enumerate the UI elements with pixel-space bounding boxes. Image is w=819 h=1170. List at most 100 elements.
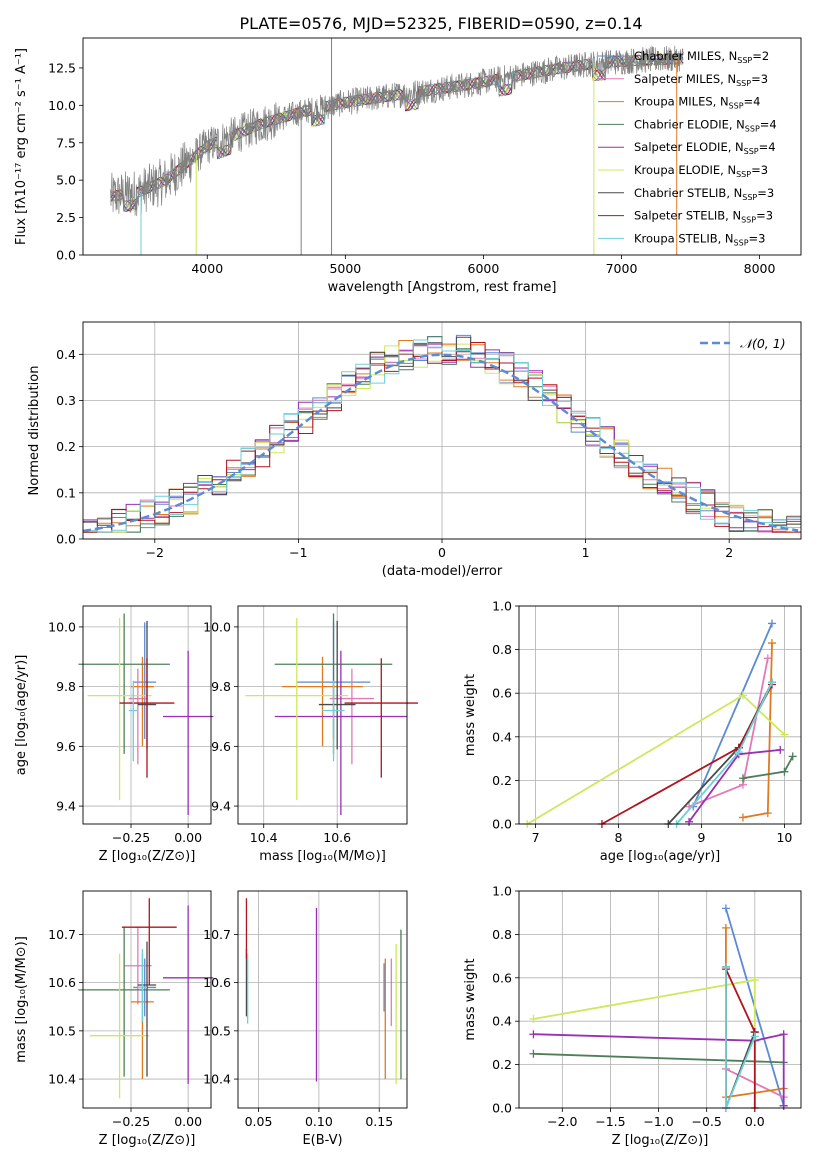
weight-line-chabrier_elodie (533, 1052, 784, 1064)
x-tick-label: 10.6 (323, 830, 351, 845)
weight_vs_age-axes (515, 605, 801, 828)
weight-marker (780, 730, 789, 739)
mass_vs_ebv-axes (234, 891, 407, 1112)
y-tick-label: 0.0 (56, 532, 76, 547)
legend-entry: Chabrier ELODIE, NSSP=4 (634, 117, 777, 133)
y-tick-label: 0.3 (56, 393, 76, 408)
y-tick-label: 0.2 (492, 773, 512, 788)
weight-marker (779, 1101, 788, 1110)
weight-line-kroupa_stelib (725, 967, 756, 1109)
age_vs_mass-frame (237, 605, 408, 825)
residuals-ylabel: Normed distribution (27, 366, 42, 496)
weight-marker (767, 678, 776, 687)
mass_vs_Z-ylabel: mass [log₁₀(M/M⊙)] (14, 936, 29, 1063)
x-tick-label: −1.0 (643, 1114, 673, 1129)
x-tick-label: 6000 (468, 261, 500, 276)
age_vs_Z-frame (82, 605, 212, 825)
y-tick-label: 1.0 (492, 599, 512, 614)
spectrum-axes (79, 67, 760, 259)
y-tick-label: 0.0 (56, 248, 76, 263)
y-tick-label: 2.5 (56, 210, 76, 225)
y-tick-label: 10.0 (48, 619, 76, 634)
x-tick-label: 0.00 (174, 830, 202, 845)
legend-entry: Chabrier STELIB, NSSP=3 (634, 186, 774, 202)
legend-entry: Salpeter MILES, NSSP=3 (634, 72, 768, 88)
legend-entry: Chabrier MILES, NSSP=2 (634, 49, 769, 65)
weight-marker (529, 1015, 538, 1024)
weight_vs_Z-axes (515, 890, 801, 1112)
weight_vs_Z-frame (518, 890, 802, 1109)
y-tick-label: 0.8 (492, 927, 512, 942)
y-tick-label: 0.6 (492, 970, 512, 985)
x-tick-label: 0.0 (745, 1114, 765, 1129)
weight_vs_age-frame (518, 605, 802, 825)
y-tick-label: 0.4 (492, 1014, 512, 1029)
y-tick-label: 0.6 (492, 686, 512, 701)
weight-line-chabrier_miles (692, 623, 773, 807)
residual-histogram-kroupa_stelib (83, 339, 801, 533)
x-tick-label: −1.5 (595, 1114, 625, 1129)
y-tick-label: 10.6 (48, 975, 76, 990)
y-tick-label: 9.8 (56, 679, 76, 694)
mass_vs_ebv-frame (237, 890, 408, 1109)
weight-line-kroupa_stelib (675, 681, 773, 825)
weight-marker (738, 691, 747, 700)
x-tick-label: −0.5 (691, 1114, 721, 1129)
weight-marker (529, 1030, 538, 1039)
weight-marker (750, 1032, 759, 1041)
x-tick-label: 5000 (329, 261, 361, 276)
x-tick-label: −0.25 (112, 1114, 150, 1129)
weight-line-salpeter_miles (688, 658, 769, 808)
x-tick-label: 0.00 (174, 1114, 202, 1129)
weight-marker (767, 619, 776, 628)
x-tick-label: −2 (146, 545, 164, 560)
x-tick-label: 7000 (606, 261, 638, 276)
spectrum-xlabel: wavelength [Angstrom, rest frame] (328, 280, 557, 295)
weight_vs_Z-ylabel: mass weight (463, 958, 478, 1040)
x-tick-label: 2 (725, 545, 733, 560)
residuals-xlabel: (data-model)/error (382, 564, 503, 579)
y-tick-label: 0.2 (56, 439, 76, 454)
y-tick-label: 9.4 (211, 799, 231, 814)
spectrum-legend: Chabrier MILES, NSSP=2 Salpeter MILES, NS… (598, 49, 777, 247)
y-tick-label: 1.0 (492, 884, 512, 899)
y-tick-label: 10.4 (48, 1072, 76, 1087)
x-tick-label: 10 (776, 830, 792, 845)
weight_vs_age-ylabel: mass weight (463, 674, 478, 756)
weight-line-chabrier_stelib (725, 967, 756, 1109)
y-tick-label: 9.4 (56, 799, 76, 814)
legend-entry: Kroupa ELODIE, NSSP=3 (634, 163, 768, 179)
y-tick-label: 0.8 (492, 642, 512, 657)
y-tick-label: 0.0 (492, 817, 512, 832)
age_vs_Z-xlabel: Z [log₁₀(Z/Z⊙)] (99, 849, 196, 864)
y-tick-label: 10.6 (203, 975, 231, 990)
weight-marker (780, 767, 789, 776)
weight-marker (779, 1030, 788, 1039)
y-tick-label: 10.0 (203, 619, 231, 634)
y-tick-label: 0.4 (56, 347, 76, 362)
figure-title: PLATE=0576, MJD=52325, FIBERID=0590, z=0… (239, 14, 642, 33)
mass_vs_ebv-xlabel: E(B-V) (302, 1133, 342, 1148)
weight-marker (750, 975, 759, 984)
y-tick-label: 10.7 (48, 927, 76, 942)
spectrum-frame (82, 37, 802, 256)
x-tick-label: 8000 (744, 261, 776, 276)
y-tick-label: 9.8 (211, 679, 231, 694)
y-tick-label: 10.7 (203, 927, 231, 942)
x-tick-label: 0.15 (365, 1114, 393, 1129)
legend-entry: Kroupa MILES, NSSP=4 (634, 95, 760, 111)
weight-line-salpeter_elodie (533, 1033, 785, 1106)
weight-marker (788, 752, 797, 761)
residuals-frame (82, 321, 802, 540)
weight-marker (763, 654, 772, 663)
x-tick-label: 10.4 (250, 830, 278, 845)
normal-curve (82, 353, 799, 533)
weight-line-kroupa_elodie (526, 694, 786, 825)
y-tick-label: 0.4 (492, 729, 512, 744)
x-tick-label: 0 (438, 545, 446, 560)
mass_vs_Z-frame (82, 890, 212, 1109)
x-tick-label: −1 (289, 545, 307, 560)
x-tick-label: 9 (697, 830, 705, 845)
x-tick-label: 4000 (191, 261, 223, 276)
